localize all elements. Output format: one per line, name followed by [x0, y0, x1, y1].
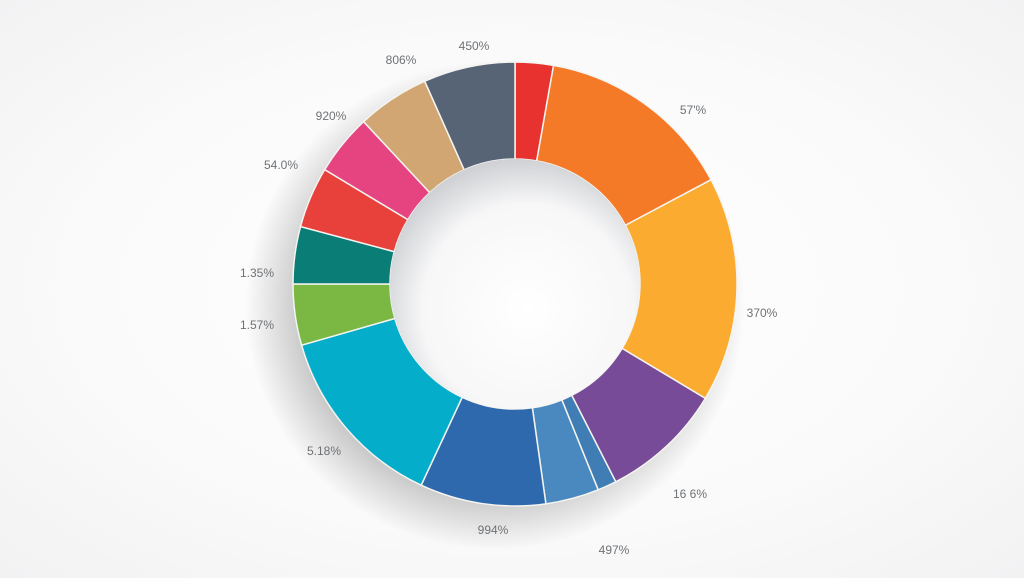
slice-label: 806% — [385, 53, 417, 67]
slice-label: 497% — [598, 543, 630, 557]
slice-label: 16 6% — [672, 487, 708, 501]
slice-label: 370% — [746, 306, 778, 320]
slice-label: 1.35% — [239, 266, 275, 280]
slice-label: 5.18% — [306, 444, 342, 458]
donut-hole — [390, 159, 640, 409]
slice-label: 57'% — [679, 103, 707, 117]
slice-label: 450% — [458, 39, 490, 53]
slice-label: 54.0% — [263, 158, 299, 172]
slice-label: 920% — [315, 109, 347, 123]
slice-label: 1.57% — [239, 318, 275, 332]
slice-label: 994% — [477, 523, 509, 537]
donut-slices — [292, 61, 738, 507]
